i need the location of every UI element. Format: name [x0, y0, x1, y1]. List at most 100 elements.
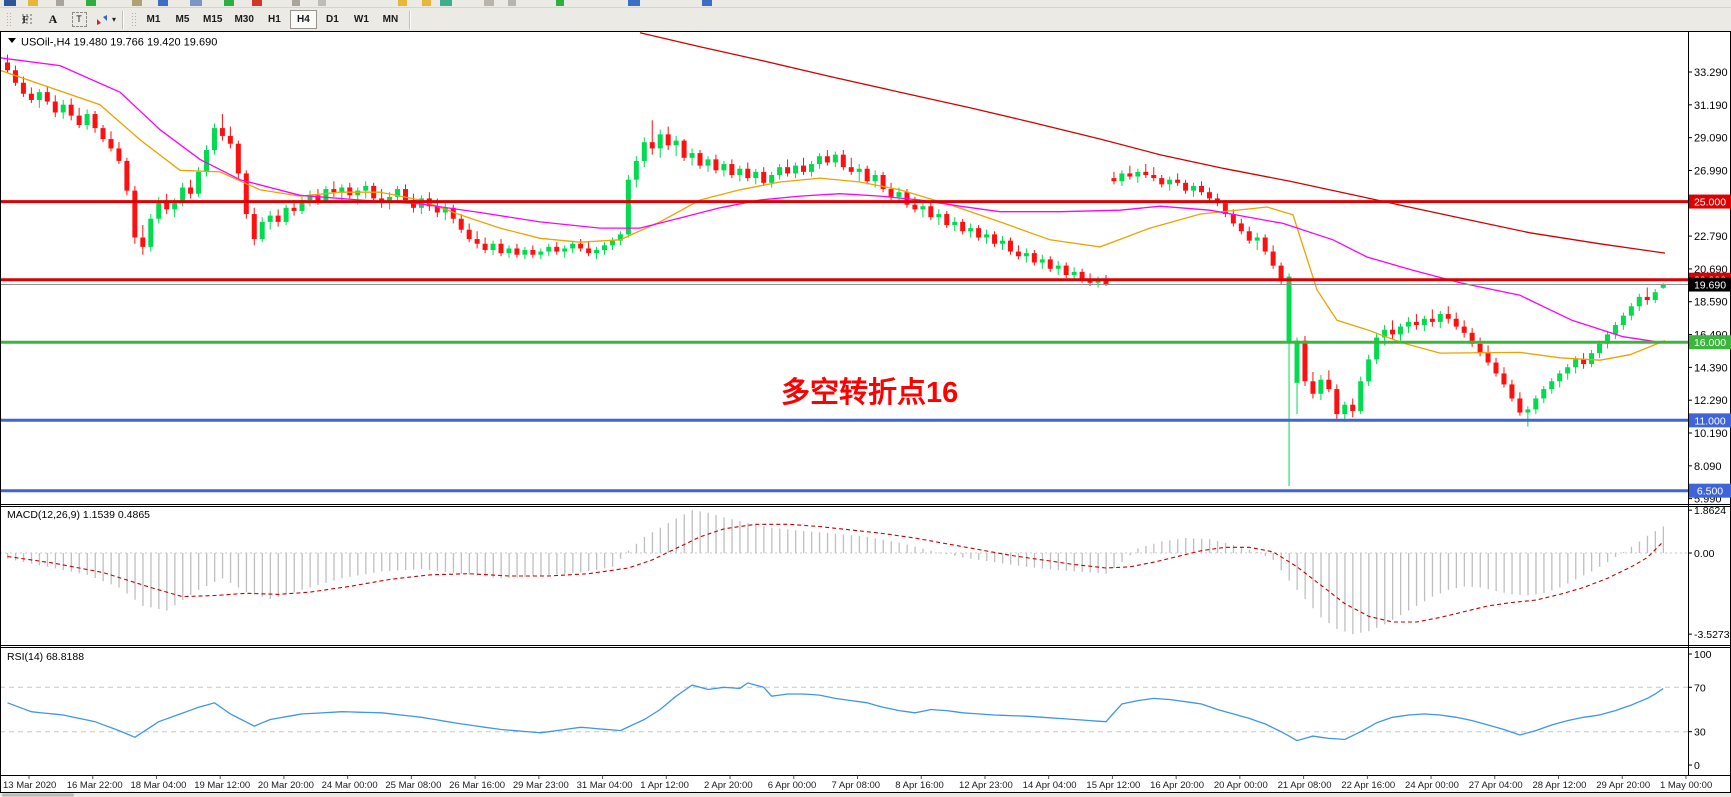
arrows-icon — [96, 14, 107, 25]
price-badge-label: 19.690 — [1694, 280, 1726, 292]
candle-body — [1119, 173, 1125, 182]
time-axis-label: 31 Mar 04:00 — [577, 780, 633, 791]
macd-histogram-bar — [556, 553, 558, 575]
timeframe-button-h1[interactable]: H1 — [261, 10, 288, 29]
timeframe-button-mn[interactable]: MN — [377, 10, 404, 29]
time-axis[interactable] — [0, 775, 1731, 793]
candle-body — [1628, 306, 1634, 316]
moving-average-line — [639, 32, 1666, 254]
macd-histogram-bar — [787, 529, 789, 553]
candle-body — [1469, 332, 1475, 344]
timeframe-button-w1[interactable]: W1 — [348, 10, 375, 29]
horizontal-scrollbar-thumb[interactable] — [2, 793, 74, 797]
candle-body — [52, 101, 58, 113]
candle-body — [1206, 192, 1212, 199]
candle-body — [363, 185, 369, 191]
macd-histogram-bar — [428, 553, 431, 570]
macd-histogram-bar — [30, 553, 33, 564]
macd-panel[interactable] — [0, 505, 1688, 646]
price-axis[interactable] — [1688, 31, 1731, 775]
candle-body — [1573, 359, 1579, 368]
macd-histogram-bar — [1415, 553, 1418, 606]
candle-body — [586, 248, 592, 254]
bottom-strip — [0, 793, 1731, 797]
text-tool-button[interactable]: A — [40, 10, 66, 30]
macd-histogram-bar — [818, 532, 821, 553]
candle-body — [482, 243, 488, 251]
candle-body — [697, 153, 703, 166]
toolbar-icon-fragment — [556, 0, 564, 6]
macd-histogram-bar — [229, 553, 232, 583]
macd-histogram-bar — [1344, 553, 1346, 632]
fibonacci-icon: F — [21, 13, 33, 26]
macd-histogram-bar — [1057, 553, 1059, 571]
macd-histogram-bar — [46, 553, 49, 567]
candle-body — [824, 156, 830, 163]
rsi-panel[interactable] — [0, 647, 1688, 775]
toolbar-icon-fragment — [484, 0, 494, 6]
macd-histogram-bar — [1607, 553, 1609, 563]
macd-histogram-bar — [898, 542, 900, 553]
candle-body — [418, 198, 424, 208]
toolbar-icon-fragment — [4, 0, 16, 6]
chart-dropdown-icon[interactable] — [8, 38, 16, 43]
arrows-tool-button[interactable]: ▾ — [92, 10, 118, 30]
toolbar-grip[interactable] — [131, 11, 136, 28]
candle-body — [737, 168, 743, 175]
macd-signal-line — [7, 523, 1664, 623]
candle-body — [1636, 296, 1642, 307]
candle-body — [355, 190, 361, 196]
timeframe-button-m1[interactable]: M1 — [140, 10, 167, 29]
candle-body — [1517, 398, 1523, 413]
macd-histogram-bar — [1193, 538, 1195, 553]
timeframe-button-m5[interactable]: M5 — [169, 10, 196, 29]
candle-body — [28, 93, 34, 100]
timeframe-button-h4[interactable]: H4 — [289, 10, 317, 29]
macd-histogram-bar — [301, 553, 303, 590]
candle-body — [156, 201, 162, 219]
macd-histogram-bar — [612, 553, 614, 567]
candle-body — [761, 171, 767, 183]
chart-annotation[interactable]: 多空转折点16 — [781, 375, 958, 409]
rsi-layer — [0, 682, 1688, 742]
candle-body — [1095, 279, 1101, 283]
macd-histogram-bar — [357, 553, 359, 576]
price-badge-label: 11.000 — [1694, 415, 1725, 427]
candle-body — [124, 160, 130, 191]
time-axis-label: 7 Apr 08:00 — [831, 780, 880, 791]
candle-body — [275, 215, 281, 222]
macd-histogram-bar — [834, 533, 837, 553]
macd-histogram-bar — [683, 514, 685, 553]
macd-axis-label: 1.8624 — [1694, 505, 1726, 517]
main-price-panel[interactable] — [0, 31, 1688, 504]
candle-body — [1644, 296, 1650, 301]
candle-body — [474, 239, 480, 244]
timeframe-button-m30[interactable]: M30 — [229, 10, 258, 29]
macd-histogram-bar — [1169, 540, 1171, 553]
timeframe-button-d1[interactable]: D1 — [319, 10, 346, 29]
text-label-tool-button[interactable]: T — [66, 10, 92, 30]
fibonacci-tool-button[interactable]: F — [14, 10, 40, 30]
candle-body — [450, 207, 456, 219]
candle-body — [641, 142, 647, 161]
price-axis-label: 31.190 — [1694, 100, 1728, 112]
price-axis-label: 8.090 — [1694, 461, 1722, 473]
macd-histogram-bar — [803, 531, 805, 553]
macd-histogram-bar — [850, 535, 853, 553]
candle-body — [267, 215, 273, 222]
toolbar-icon-fragment — [158, 0, 168, 6]
chart-title: USOil-,H4 19.480 19.766 19.420 19.690 — [21, 37, 217, 49]
candle-body — [235, 143, 241, 174]
candle-body — [976, 228, 982, 238]
timeframe-button-m15[interactable]: M15 — [198, 10, 227, 29]
macd-histogram-bar — [1614, 553, 1617, 557]
macd-histogram-bar — [468, 553, 470, 575]
macd-histogram-bar — [978, 553, 980, 560]
toolbar-grip[interactable] — [6, 11, 11, 28]
macd-histogram-bar — [779, 528, 781, 553]
candle-body — [832, 154, 838, 163]
candle-body — [251, 214, 257, 240]
candle-body — [1533, 398, 1539, 410]
macd-histogram-bar — [739, 521, 741, 553]
